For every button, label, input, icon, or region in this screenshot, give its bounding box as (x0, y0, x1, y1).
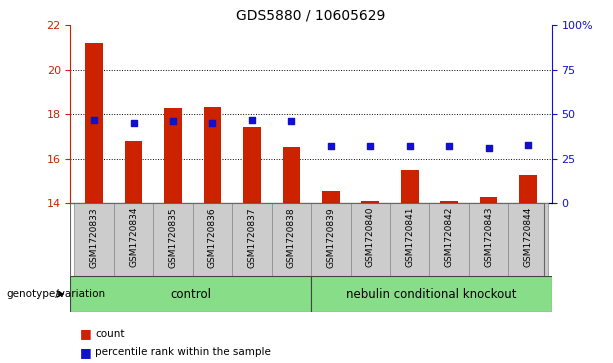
Bar (469, 203, 508, 276)
Bar (232, 203, 272, 276)
Text: ■: ■ (80, 327, 91, 340)
Bar (401, 170, 419, 203)
Bar (192, 203, 232, 276)
Text: ■: ■ (80, 346, 91, 359)
Bar (519, 175, 537, 203)
Bar (311, 276, 552, 312)
Point (365, 143, 375, 149)
Text: GSM1720839: GSM1720839 (326, 207, 335, 268)
Point (89, 117, 99, 123)
Bar (311, 203, 351, 276)
Point (129, 120, 139, 126)
Bar (124, 141, 142, 203)
Bar (390, 203, 430, 276)
Text: GSM1720842: GSM1720842 (444, 207, 454, 267)
Title: GDS5880 / 10605629: GDS5880 / 10605629 (237, 9, 386, 23)
Bar (272, 203, 311, 276)
Text: control: control (170, 287, 211, 301)
Bar (243, 127, 261, 203)
Text: genotype/variation: genotype/variation (6, 289, 105, 299)
Point (326, 143, 336, 149)
Point (405, 143, 414, 149)
Text: count: count (95, 329, 124, 339)
Point (247, 117, 257, 123)
Bar (351, 203, 390, 276)
Text: GSM1720837: GSM1720837 (248, 207, 256, 268)
Point (484, 145, 493, 151)
Bar (508, 203, 548, 276)
Text: GSM1720841: GSM1720841 (405, 207, 414, 268)
Bar (153, 203, 192, 276)
Bar (164, 108, 182, 203)
Bar (430, 203, 469, 276)
Bar (283, 147, 300, 203)
Bar (362, 201, 379, 203)
Bar (114, 203, 153, 276)
Bar (440, 201, 458, 203)
Text: GSM1720835: GSM1720835 (169, 207, 178, 268)
Text: GSM1720834: GSM1720834 (129, 207, 138, 268)
Bar (480, 197, 498, 203)
Bar (322, 191, 340, 203)
Point (208, 120, 218, 126)
Text: GSM1720838: GSM1720838 (287, 207, 296, 268)
Text: percentile rank within the sample: percentile rank within the sample (95, 347, 271, 357)
Point (286, 119, 296, 125)
Bar (74, 203, 114, 276)
Bar (70, 276, 311, 312)
Text: GSM1720836: GSM1720836 (208, 207, 217, 268)
Point (444, 143, 454, 149)
Bar (204, 107, 221, 203)
Bar (85, 43, 103, 203)
Text: nebulin conditional knockout: nebulin conditional knockout (346, 287, 517, 301)
Point (168, 119, 178, 125)
Point (523, 142, 533, 147)
Text: GSM1720833: GSM1720833 (89, 207, 99, 268)
Text: GSM1720840: GSM1720840 (366, 207, 375, 268)
Text: GSM1720844: GSM1720844 (524, 207, 533, 267)
Text: GSM1720843: GSM1720843 (484, 207, 493, 268)
